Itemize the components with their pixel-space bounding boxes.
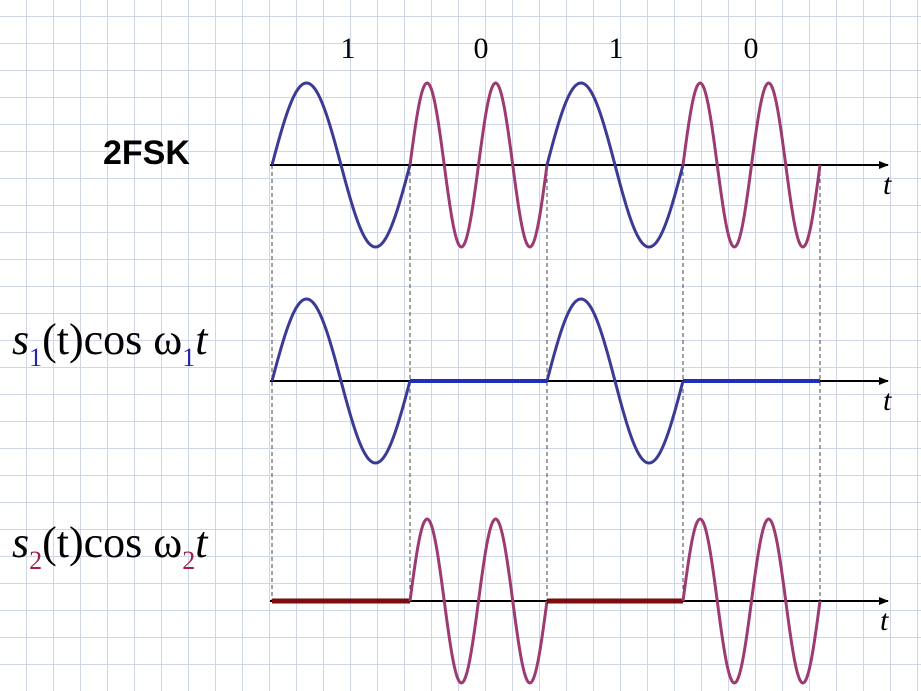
s1-t: t bbox=[195, 315, 209, 364]
s2-t: t bbox=[195, 518, 209, 567]
s1-omega-subscript: 1 bbox=[182, 343, 195, 372]
s1-subscript: 1 bbox=[29, 343, 42, 372]
bit-label-4: 0 bbox=[744, 32, 759, 65]
bit-label-2: 0 bbox=[474, 32, 489, 65]
fsk-wave-segment-2 bbox=[408, 81, 549, 249]
s1-symbol: s bbox=[12, 315, 29, 364]
fsk-wave-segment-4 bbox=[681, 81, 822, 249]
axis-label-s2: t bbox=[880, 604, 889, 637]
s1-expression-label: s1(t)cos ω1t bbox=[12, 315, 209, 372]
axis-label-s1: t bbox=[883, 384, 892, 417]
bit-label-3: 1 bbox=[609, 32, 624, 65]
axis-label-fsk: t bbox=[883, 168, 892, 201]
s2-expression-label: s2(t)cos ω2t bbox=[12, 518, 209, 575]
s2-omega-subscript: 2 bbox=[182, 546, 195, 575]
fsk-wave-segment-1 bbox=[270, 81, 412, 249]
s2-wave-segment-2 bbox=[408, 517, 549, 685]
fsk-wave-segment-3 bbox=[545, 81, 685, 249]
s1-wave-segment-1 bbox=[270, 297, 412, 465]
s2-middle: (t)cos ω bbox=[42, 518, 182, 567]
bit-label-1: 1 bbox=[341, 32, 356, 65]
s2-wave-segment-4 bbox=[681, 517, 822, 685]
s2-symbol: s bbox=[12, 518, 29, 567]
s1-wave-segment-3 bbox=[545, 297, 685, 465]
s2-subscript: 2 bbox=[29, 546, 42, 575]
modulation-label: 2FSK bbox=[103, 134, 190, 172]
s1-middle: (t)cos ω bbox=[42, 315, 182, 364]
